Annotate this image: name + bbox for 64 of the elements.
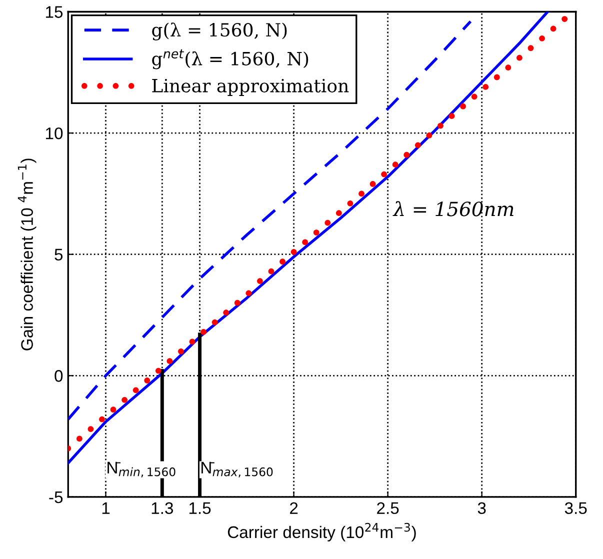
point	[223, 310, 230, 316]
annotation: N̄$_{min,1560}$	[108, 462, 176, 478]
point	[290, 248, 297, 255]
point	[528, 45, 534, 52]
annotation: λ = 1560nm	[392, 201, 514, 216]
point	[550, 26, 556, 32]
point	[370, 181, 376, 187]
x-tick-label: 1.5	[189, 502, 211, 514]
point	[122, 396, 128, 403]
point	[392, 162, 398, 168]
point	[562, 16, 568, 22]
legend-label: g(λ = 1560, N)	[152, 22, 287, 40]
point	[426, 132, 432, 138]
point	[336, 210, 342, 216]
point	[516, 54, 522, 61]
legend-label: g$^{net}$(λ = 1560, N)	[152, 49, 308, 70]
x-tick-label: 3	[478, 502, 486, 514]
y-tick-label: -5	[49, 492, 63, 504]
point	[347, 200, 354, 206]
x-tick-label: 1	[102, 502, 110, 514]
x-tick-label: 3.5	[564, 502, 587, 514]
point	[280, 258, 286, 265]
point	[246, 290, 252, 296]
point	[471, 94, 478, 100]
point	[381, 171, 388, 178]
x-tick-label: 2	[290, 502, 298, 514]
point	[448, 113, 455, 120]
point	[414, 142, 421, 148]
point	[144, 378, 150, 384]
point	[494, 74, 500, 80]
point	[155, 368, 162, 374]
point	[358, 190, 364, 197]
point	[132, 387, 139, 394]
point	[302, 239, 308, 246]
point	[257, 278, 263, 284]
annotation: N̄$_{max,1560}$	[202, 462, 273, 478]
point	[268, 268, 274, 274]
point	[404, 152, 410, 158]
point	[189, 338, 196, 345]
point	[212, 319, 218, 326]
x-axis-title: Carrier density (10$^{24}$m$^{−3}$)	[228, 522, 416, 542]
point	[99, 416, 105, 422]
point	[166, 358, 173, 364]
point	[234, 300, 240, 306]
point	[438, 122, 444, 129]
y-tick-label: 10	[46, 127, 63, 140]
point	[460, 103, 466, 110]
point	[200, 329, 206, 335]
y-tick-label: 0	[54, 370, 63, 382]
legend-label: Linear approximation	[152, 78, 349, 96]
y-tick-label: 5	[54, 248, 63, 261]
y-axis-title: Gain coefficient (10 $^{4}$m$^{−1}$)	[18, 158, 36, 350]
point	[539, 35, 545, 42]
point	[76, 436, 82, 442]
point	[110, 406, 116, 413]
point	[324, 220, 331, 226]
x-tick-label: 2.5	[377, 502, 399, 514]
x-tick-label: 1.3	[152, 502, 174, 514]
point	[313, 230, 320, 236]
point	[505, 64, 512, 70]
point	[88, 426, 94, 432]
y-tick-label: 15	[46, 6, 63, 18]
point	[178, 348, 184, 354]
point	[482, 84, 489, 90]
